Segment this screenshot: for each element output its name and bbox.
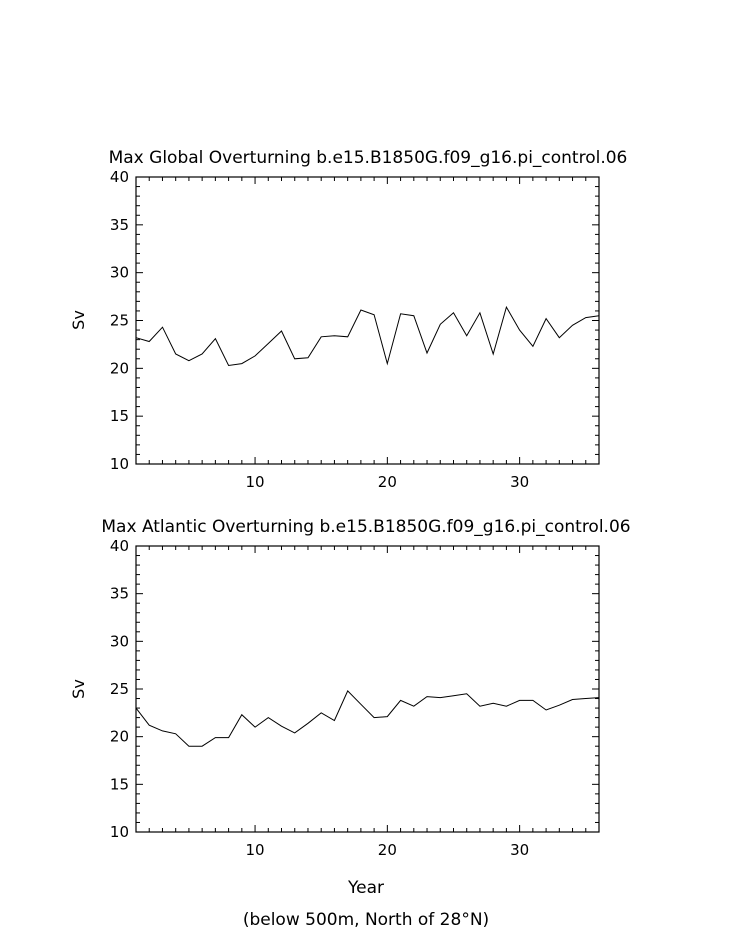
y-tick-label: 40 [110,537,129,555]
y-tick-label: 35 [110,216,129,234]
y-tick-label: 30 [110,632,129,650]
y-tick-label: 10 [110,455,129,473]
plot-frame [135,176,600,465]
y-tick-label: 25 [110,312,129,330]
global-overturning-chart: Max Global Overturning b.e15.B1850G.f09_… [69,148,627,491]
x-axis-label: Year [347,878,384,898]
y-tick-label: 10 [110,823,129,841]
x-tick-label: 30 [510,841,529,859]
series-line-global [135,305,600,367]
axis-ticks [135,545,600,833]
y-tick-label: 20 [110,728,129,746]
y-tick-label: 25 [110,680,129,698]
x-tick-label: 30 [510,473,529,491]
series-line-atlantic [135,690,600,747]
atlantic-overturning-chart: Max Atlantic Overturning b.e15.B1850G.f0… [69,517,631,898]
tick-labels: 10 15 20 25 30 35 40 10 20 30 [110,168,529,491]
y-axis-label: Sv [69,679,88,699]
y-axis-label: Sv [69,310,88,330]
chart-title: Max Global Overturning b.e15.B1850G.f09_… [109,148,628,168]
y-tick-label: 35 [110,585,129,603]
x-tick-label: 20 [378,473,397,491]
plot-frame [135,545,600,833]
tick-labels: 10 15 20 25 30 35 40 10 20 30 [110,537,529,859]
y-tick-label: 40 [110,168,129,186]
x-tick-label: 10 [246,841,265,859]
y-tick-label: 20 [110,359,129,377]
axis-ticks [135,176,600,465]
y-tick-label: 15 [110,407,129,425]
chart-title: Max Atlantic Overturning b.e15.B1850G.f0… [101,517,630,537]
y-tick-label: 30 [110,264,129,282]
x-tick-label: 10 [246,473,265,491]
y-tick-label: 15 [110,775,129,793]
footnote: (below 500m, North of 28°N) [243,910,489,930]
x-tick-label: 20 [378,841,397,859]
